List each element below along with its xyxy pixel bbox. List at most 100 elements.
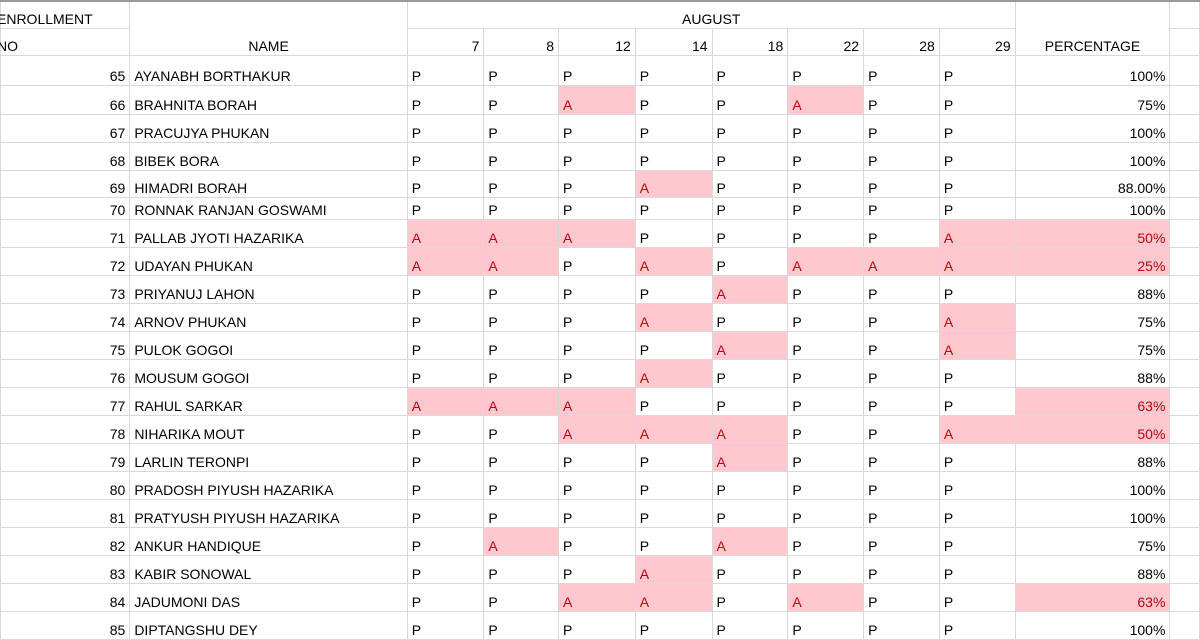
present-cell[interactable]: P <box>558 498 636 528</box>
present-cell[interactable]: P <box>938 274 1016 304</box>
student-name-cell[interactable]: RAHUL SARKAR <box>129 386 408 416</box>
empty-cell[interactable] <box>1169 113 1200 143</box>
present-cell[interactable]: P <box>634 218 713 248</box>
percentage-cell[interactable]: 63% <box>1014 582 1171 612</box>
present-cell[interactable]: P <box>863 113 940 143</box>
absent-cell[interactable]: A <box>406 246 485 276</box>
present-cell[interactable]: P <box>634 54 713 86</box>
empty-cell[interactable] <box>1169 169 1200 198</box>
date-header[interactable]: 14 <box>634 27 713 56</box>
student-name-cell[interactable]: KABIR SONOWAL <box>129 554 408 584</box>
empty-cell[interactable] <box>1169 358 1200 388</box>
percentage-cell[interactable]: 100% <box>1014 610 1171 640</box>
present-cell[interactable]: P <box>483 113 560 143</box>
empty-cell[interactable] <box>1169 274 1200 304</box>
percentage-cell[interactable]: 88% <box>1014 274 1171 304</box>
present-cell[interactable]: P <box>558 610 636 640</box>
present-cell[interactable]: P <box>938 610 1016 640</box>
present-cell[interactable]: P <box>634 196 713 220</box>
present-cell[interactable]: P <box>483 442 560 472</box>
present-cell[interactable]: P <box>863 414 940 444</box>
present-cell[interactable]: P <box>406 84 485 115</box>
present-cell[interactable]: P <box>483 470 560 500</box>
absent-cell[interactable]: A <box>483 526 560 556</box>
present-cell[interactable]: P <box>863 84 940 115</box>
present-cell[interactable]: P <box>938 386 1016 416</box>
present-cell[interactable]: P <box>406 302 485 332</box>
present-cell[interactable]: P <box>711 196 789 220</box>
empty-cell[interactable] <box>1169 498 1200 528</box>
present-cell[interactable]: P <box>483 554 560 584</box>
present-cell[interactable]: P <box>634 274 713 304</box>
student-name-cell[interactable]: PRATYUSH PIYUSH HAZARIKA <box>129 498 408 528</box>
present-cell[interactable]: P <box>483 84 560 115</box>
present-cell[interactable]: P <box>711 582 789 612</box>
present-cell[interactable]: P <box>483 196 560 220</box>
present-cell[interactable]: P <box>558 141 636 171</box>
present-cell[interactable]: P <box>711 498 789 528</box>
present-cell[interactable]: P <box>634 141 713 171</box>
enrollment-no-cell[interactable]: 85 <box>0 610 131 640</box>
empty-cell[interactable] <box>1169 54 1200 86</box>
present-cell[interactable]: P <box>787 274 865 304</box>
student-name-cell[interactable]: BRAHNITA BORAH <box>129 84 408 115</box>
student-name-cell[interactable]: JADUMONI DAS <box>129 582 408 612</box>
present-cell[interactable]: P <box>711 610 789 640</box>
empty-cell[interactable] <box>1169 0 1200 29</box>
present-cell[interactable]: P <box>787 218 865 248</box>
empty-cell[interactable] <box>1169 414 1200 444</box>
absent-cell[interactable]: A <box>634 582 713 612</box>
present-cell[interactable]: P <box>558 526 636 556</box>
present-cell[interactable]: P <box>863 358 940 388</box>
percentage-cell[interactable]: 75% <box>1014 302 1171 332</box>
present-cell[interactable]: P <box>938 358 1016 388</box>
empty-cell[interactable] <box>1169 554 1200 584</box>
present-cell[interactable]: P <box>711 169 789 198</box>
present-cell[interactable]: P <box>406 330 485 360</box>
present-cell[interactable]: P <box>863 169 940 198</box>
student-name-cell[interactable]: PRACUJYA PHUKAN <box>129 113 408 143</box>
percentage-cell[interactable]: 50% <box>1014 414 1171 444</box>
present-cell[interactable]: P <box>711 358 789 388</box>
present-cell[interactable]: P <box>483 330 560 360</box>
student-name-cell[interactable]: NIHARIKA MOUT <box>129 414 408 444</box>
present-cell[interactable]: P <box>406 141 485 171</box>
present-cell[interactable]: P <box>406 54 485 86</box>
present-cell[interactable]: P <box>863 141 940 171</box>
present-cell[interactable]: P <box>634 610 713 640</box>
date-header[interactable]: 7 <box>406 27 485 56</box>
month-header[interactable]: AUGUST <box>406 0 1016 29</box>
present-cell[interactable]: P <box>483 54 560 86</box>
present-cell[interactable]: P <box>406 498 485 528</box>
present-cell[interactable]: P <box>558 113 636 143</box>
present-cell[interactable]: P <box>483 274 560 304</box>
student-name-cell[interactable]: ARNOV PHUKAN <box>129 302 408 332</box>
empty-cell[interactable] <box>1169 582 1200 612</box>
present-cell[interactable]: P <box>483 302 560 332</box>
present-cell[interactable]: P <box>711 246 789 276</box>
present-cell[interactable]: P <box>558 54 636 86</box>
present-cell[interactable]: P <box>634 84 713 115</box>
absent-cell[interactable]: A <box>787 582 865 612</box>
present-cell[interactable]: P <box>938 470 1016 500</box>
present-cell[interactable]: P <box>406 582 485 612</box>
absent-cell[interactable]: A <box>711 526 789 556</box>
percentage-cell[interactable]: 88% <box>1014 358 1171 388</box>
percentage-cell[interactable]: 25% <box>1014 246 1171 276</box>
absent-cell[interactable]: A <box>634 246 713 276</box>
percentage-cell[interactable]: 100% <box>1014 470 1171 500</box>
student-name-cell[interactable]: PULOK GOGOI <box>129 330 408 360</box>
present-cell[interactable]: P <box>787 470 865 500</box>
present-cell[interactable]: P <box>863 554 940 584</box>
enrollment-no-cell[interactable]: 77 <box>0 386 131 416</box>
present-cell[interactable]: P <box>863 302 940 332</box>
enrollment-no-cell[interactable]: 79 <box>0 442 131 472</box>
present-cell[interactable]: P <box>938 442 1016 472</box>
absent-cell[interactable]: A <box>634 554 713 584</box>
present-cell[interactable]: P <box>787 386 865 416</box>
absent-cell[interactable]: A <box>558 218 636 248</box>
student-name-cell[interactable]: AYANABH BORTHAKUR <box>129 54 408 86</box>
present-cell[interactable]: P <box>863 330 940 360</box>
present-cell[interactable]: P <box>406 169 485 198</box>
absent-cell[interactable]: A <box>406 218 485 248</box>
